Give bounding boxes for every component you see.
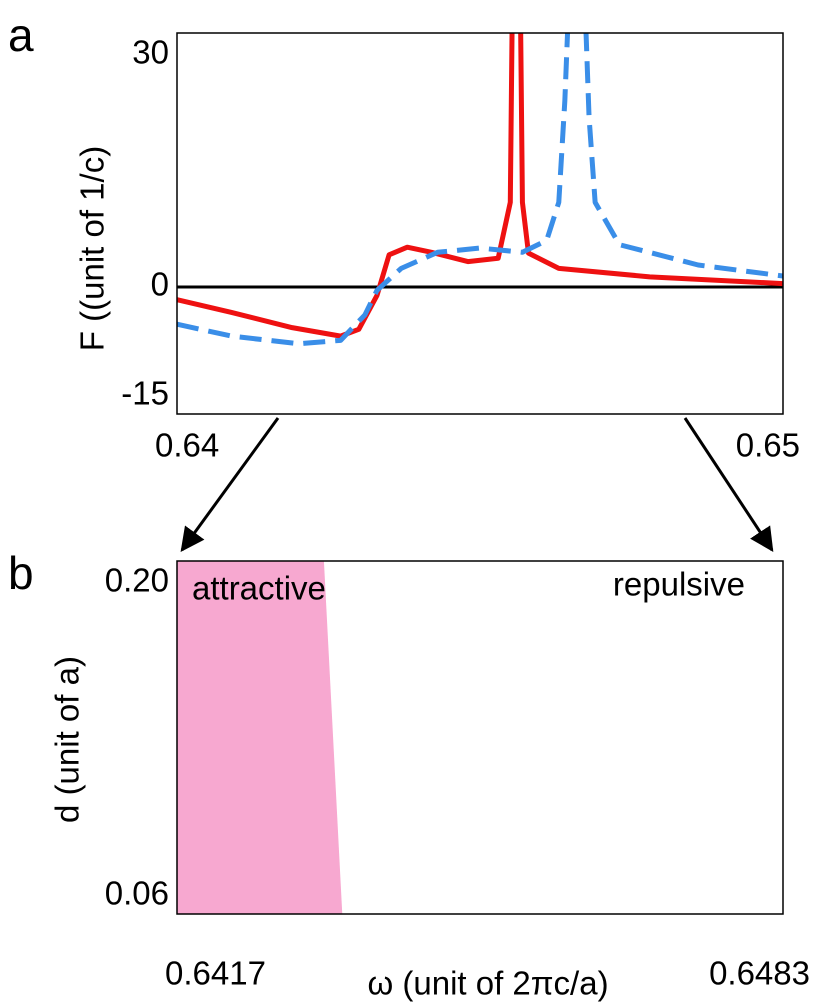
plot-area	[177, 561, 343, 914]
annotation: repulsive	[613, 566, 745, 603]
panel-label: b	[8, 547, 34, 599]
series-line	[177, 33, 783, 339]
x-tick-label: 0.64	[155, 427, 219, 464]
y-tick-label: 0	[151, 266, 169, 303]
y-tick-label: 30	[132, 34, 169, 71]
y-tick-label: 0.06	[105, 875, 169, 912]
y-axis-label: d (unit of a)	[49, 656, 86, 823]
series-line	[177, 33, 783, 347]
x-tick-label: 0.6483	[709, 955, 810, 992]
plot-area	[177, 33, 783, 347]
y-axis-label: F ((unit of 1/c)	[74, 146, 111, 351]
panel-label: a	[8, 9, 34, 61]
annotation: attractive	[192, 570, 326, 607]
zoom-arrow	[180, 417, 280, 552]
x-axis-label: ω (unit of 2πc/a)	[367, 965, 608, 1002]
region-area	[177, 561, 343, 914]
y-tick-label: -15	[121, 375, 169, 412]
plot-frame	[176, 32, 784, 415]
x-tick-label: 0.65	[736, 427, 800, 464]
x-tick-label: 0.6417	[165, 955, 266, 992]
plot-frame	[176, 560, 784, 915]
y-tick-label: 0.20	[105, 562, 169, 599]
zoom-arrow	[683, 417, 774, 553]
